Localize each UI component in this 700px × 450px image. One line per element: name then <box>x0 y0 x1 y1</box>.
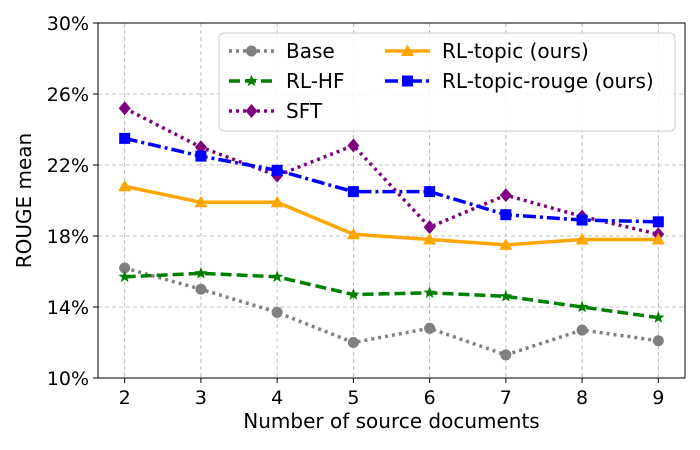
data-point <box>424 322 436 334</box>
series-line <box>124 136 659 224</box>
series-1 <box>118 266 665 323</box>
legend-label: RL-topic-rouge (ours) <box>442 69 654 93</box>
x-tick-label: 2 <box>119 387 131 409</box>
data-point <box>118 179 132 192</box>
data-point <box>576 324 588 336</box>
legend-frame <box>218 32 676 132</box>
legend-marker <box>245 74 258 87</box>
x-axis-title: Number of source documents <box>243 409 539 433</box>
legend-label: RL-topic (ours) <box>442 39 589 63</box>
data-point <box>499 238 513 250</box>
series-0 <box>119 262 664 361</box>
data-point <box>499 188 512 203</box>
data-point <box>423 220 436 235</box>
y-tick-label: 22% <box>47 155 89 177</box>
legend-marker <box>402 75 413 87</box>
data-point <box>652 216 664 228</box>
legend-label: SFT <box>286 99 323 123</box>
series-line <box>124 266 659 357</box>
legend-marker <box>401 44 414 56</box>
data-point <box>652 311 665 323</box>
legend-label: RL-HF <box>286 69 344 93</box>
legend: Base RL-HF SFT RL-topic (ours) RL-topic-roug… <box>218 32 676 132</box>
series-4 <box>119 132 664 228</box>
data-point <box>271 164 283 176</box>
data-point <box>346 227 360 240</box>
series-line <box>124 271 659 320</box>
data-point <box>347 186 359 198</box>
data-point <box>423 233 437 245</box>
y-tick-label: 30% <box>47 13 89 35</box>
data-point <box>423 286 436 299</box>
y-axis-title: ROUGE mean <box>12 133 36 269</box>
data-point <box>499 289 513 302</box>
legend-marker <box>246 45 257 57</box>
data-point <box>271 306 283 318</box>
data-point <box>500 209 512 221</box>
data-point <box>119 132 131 144</box>
data-point <box>575 300 589 313</box>
data-point <box>500 349 512 361</box>
y-tick-label: 14% <box>47 297 89 319</box>
x-tick-label: 7 <box>500 387 512 409</box>
series-line <box>123 106 659 236</box>
data-point <box>195 150 207 162</box>
data-point <box>118 270 131 283</box>
series-3 <box>118 179 665 250</box>
y-tick-label: 10% <box>47 368 89 390</box>
series-layer <box>118 101 665 361</box>
data-point <box>194 266 208 279</box>
data-point <box>576 214 588 226</box>
data-point <box>347 138 360 153</box>
y-tick-label: 26% <box>47 84 89 106</box>
data-point <box>270 270 284 283</box>
data-point <box>118 101 131 116</box>
x-tick-label: 5 <box>347 387 359 409</box>
data-point <box>652 335 664 347</box>
data-point <box>119 262 131 274</box>
data-point <box>270 195 284 208</box>
x-tick-label: 9 <box>652 387 664 409</box>
data-point <box>424 186 436 198</box>
axis-ticks: 2 3 4 5 6 7 8 9 10% 14% 18% 22% 26% 30% <box>47 13 665 409</box>
legend-label: Base <box>286 39 335 63</box>
data-point <box>651 233 665 245</box>
data-point <box>575 233 589 245</box>
series-line <box>124 184 659 247</box>
y-tick-label: 18% <box>47 226 89 248</box>
x-tick-label: 6 <box>424 387 436 409</box>
x-tick-label: 8 <box>576 387 588 409</box>
x-tick-label: 3 <box>195 387 207 409</box>
data-point <box>347 288 360 300</box>
data-point <box>195 283 207 295</box>
plot-frame <box>97 22 686 379</box>
data-point <box>347 337 359 348</box>
x-tick-label: 4 <box>271 387 283 409</box>
legend-marker <box>245 104 258 118</box>
data-point <box>194 195 208 208</box>
